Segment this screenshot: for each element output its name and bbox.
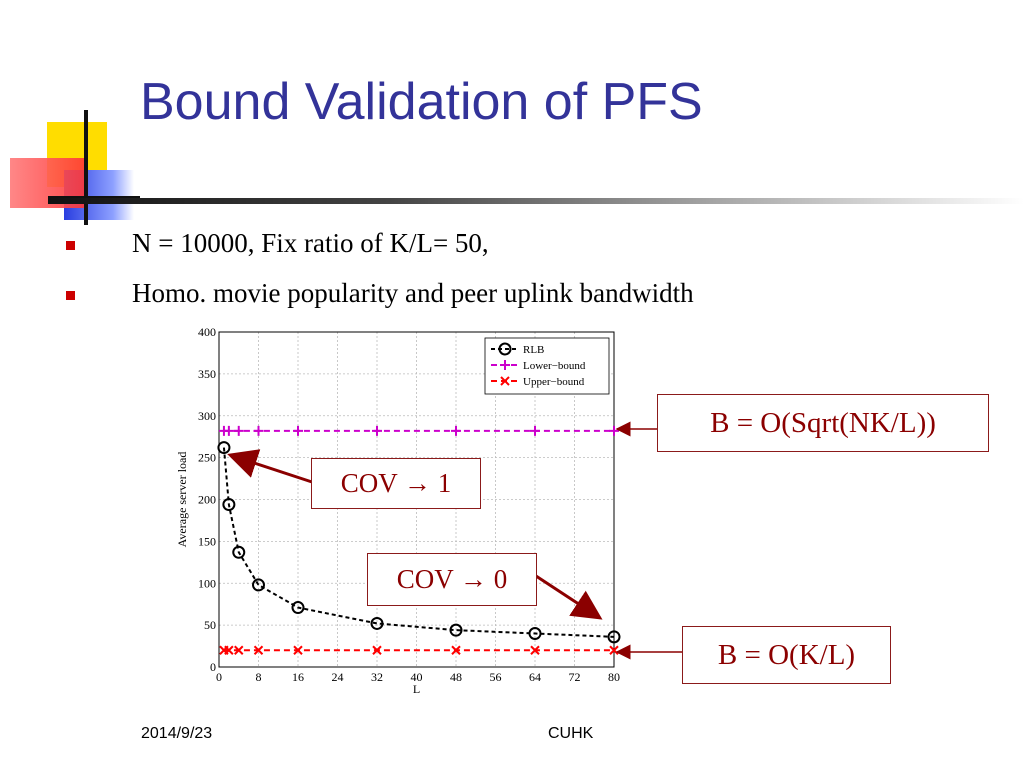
data-point-lower-bound <box>372 425 382 436</box>
cov-zero-prefix: COV <box>396 564 461 594</box>
legend-marker-upper-bound <box>500 376 510 386</box>
data-point-lower-bound <box>451 425 461 436</box>
cov-zero-box: COV → 0 <box>367 553 537 606</box>
x-axis-label: L <box>413 682 420 696</box>
lower-bound-formula: B = O(K/L) <box>717 638 856 671</box>
data-point-lower-bound <box>223 425 234 436</box>
title-underline <box>48 198 1024 204</box>
data-point-rlb <box>528 627 542 640</box>
y-tick-label: 350 <box>198 367 216 381</box>
legend-marker-lower-bound <box>500 360 510 370</box>
series-line-rlb <box>222 447 615 638</box>
data-point-lower-bound <box>253 425 264 436</box>
x-tick-label: 64 <box>529 670 541 684</box>
bullet-text-1: N = 10000, Fix ratio of K/L= 50, <box>132 228 489 258</box>
y-tick-label: 0 <box>210 660 216 674</box>
data-point-upper-bound <box>234 645 244 655</box>
x-tick-label: 48 <box>450 670 462 684</box>
bullet-text-2: Homo. movie popularity and peer uplink b… <box>132 278 694 308</box>
data-point-rlb <box>232 545 246 559</box>
legend-label-rlb: RLB <box>523 344 544 356</box>
y-tick-label: 150 <box>198 534 216 548</box>
x-tick-label: 80 <box>608 670 620 684</box>
data-point-upper-bound <box>224 645 234 655</box>
x-tick-label: 16 <box>292 670 304 684</box>
data-point-lower-bound <box>293 425 303 436</box>
data-point-rlb <box>370 616 384 630</box>
y-tick-label: 100 <box>198 576 216 590</box>
right-arrow-icon: → <box>404 468 432 498</box>
cov-one-box: COV → 1 <box>311 458 481 509</box>
data-point-lower-bound <box>233 425 244 436</box>
data-point-upper-bound <box>451 645 461 655</box>
y-tick-label: 400 <box>198 325 216 339</box>
data-point-upper-bound <box>530 645 540 655</box>
y-tick-label: 50 <box>204 618 216 632</box>
data-point-rlb <box>217 441 231 455</box>
data-point-rlb <box>449 623 463 637</box>
data-point-rlb <box>291 601 305 615</box>
plot-frame <box>218 331 615 668</box>
footer-date: 2014/9/23 <box>141 725 213 742</box>
data-point-rlb <box>222 498 236 512</box>
x-tick-label: 72 <box>569 670 581 684</box>
lower-bound-formula-box: B = O(K/L) <box>682 626 891 684</box>
x-tick-label: 40 <box>411 670 423 684</box>
data-point-upper-bound <box>293 645 303 655</box>
y-tick-label: 250 <box>198 451 216 465</box>
slide-decoration <box>0 0 140 230</box>
data-point-rlb <box>607 630 621 644</box>
chart: 0 8 16 24 32 40 48 56 64 72 80 0 50 100 150 200 250 300 35… <box>175 325 621 696</box>
x-tick-label: 8 <box>256 670 262 684</box>
x-tick-label: 32 <box>371 670 383 684</box>
upper-bound-formula-box: B = O(Sqrt(NK/L)) <box>657 394 989 452</box>
right-arrow-icon: → <box>460 564 488 594</box>
upper-bound-formula: B = O(Sqrt(NK/L)) <box>710 406 936 439</box>
y-axis-label: Average server load <box>175 452 189 548</box>
x-tick-label: 24 <box>332 670 344 684</box>
cov-one-suffix: 1 <box>431 468 452 498</box>
slide-title: Bound Validation of PFS <box>140 73 703 131</box>
data-point-lower-bound <box>530 425 540 436</box>
legend-label-upper-bound: Upper−bound <box>523 376 585 388</box>
bullet-marker <box>66 291 75 300</box>
y-tick-label: 200 <box>198 493 216 507</box>
bullet-marker <box>66 241 75 250</box>
cov-zero-suffix: 0 <box>487 564 508 594</box>
data-point-upper-bound <box>372 645 382 655</box>
data-point-upper-bound <box>253 645 264 655</box>
y-tick-label: 300 <box>198 409 216 423</box>
x-tick-label: 0 <box>216 670 222 684</box>
cov-one-prefix: COV <box>340 468 405 498</box>
x-tick-label: 56 <box>490 670 502 684</box>
data-point-rlb <box>252 578 265 592</box>
footer-organization: CUHK <box>548 725 594 742</box>
legend-label-lower-bound: Lower−bound <box>523 360 586 372</box>
legend-marker-rlb <box>498 342 512 356</box>
